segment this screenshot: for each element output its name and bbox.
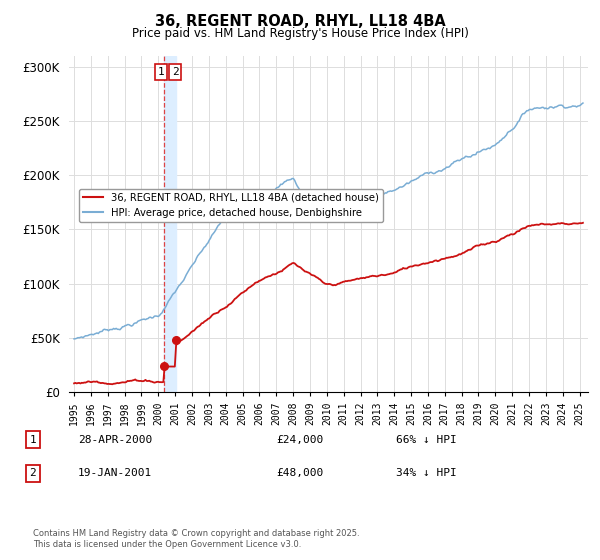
Text: 34% ↓ HPI: 34% ↓ HPI: [396, 468, 457, 478]
Text: Price paid vs. HM Land Registry's House Price Index (HPI): Price paid vs. HM Land Registry's House …: [131, 27, 469, 40]
Text: £48,000: £48,000: [276, 468, 323, 478]
Text: 1: 1: [158, 67, 164, 77]
Bar: [164, 56, 176, 392]
Text: 1: 1: [29, 435, 37, 445]
Text: 2: 2: [29, 468, 37, 478]
Text: 66% ↓ HPI: 66% ↓ HPI: [396, 435, 457, 445]
Text: Contains HM Land Registry data © Crown copyright and database right 2025.
This d: Contains HM Land Registry data © Crown c…: [33, 529, 359, 549]
Text: 2: 2: [172, 67, 179, 77]
Legend: 36, REGENT ROAD, RHYL, LL18 4BA (detached house), HPI: Average price, detached h: 36, REGENT ROAD, RHYL, LL18 4BA (detache…: [79, 189, 383, 222]
Text: 28-APR-2000: 28-APR-2000: [78, 435, 152, 445]
Text: 19-JAN-2001: 19-JAN-2001: [78, 468, 152, 478]
Text: £24,000: £24,000: [276, 435, 323, 445]
Text: 36, REGENT ROAD, RHYL, LL18 4BA: 36, REGENT ROAD, RHYL, LL18 4BA: [155, 14, 445, 29]
